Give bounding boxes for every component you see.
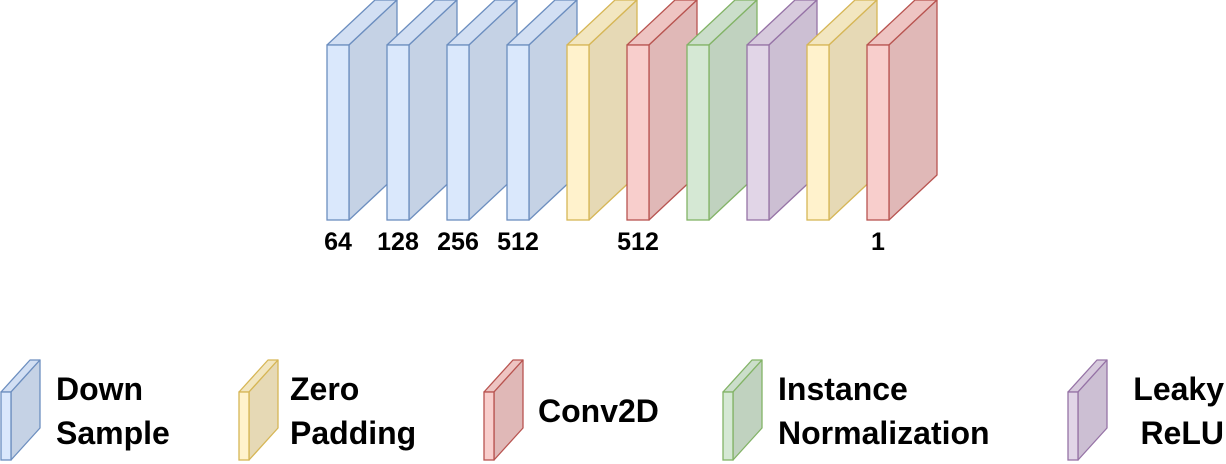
- legend-item-leaky-relu: Leaky ReLU: [1067, 359, 1224, 461]
- legend-label: Sample: [56, 415, 170, 451]
- legend-swatch-conv2d: [483, 359, 524, 461]
- legend-label: Leaky: [1133, 371, 1224, 407]
- slab-front-face: [866, 44, 890, 221]
- slab-front-face: [326, 44, 350, 221]
- legend-label: Padding: [290, 415, 416, 451]
- layer-block-zero-padding: [566, 0, 638, 221]
- legend: Down Sample Zero Padding Conv2D Instance Norma…: [0, 359, 1224, 461]
- legend-swatch-instance-normalization: [722, 359, 763, 461]
- layer-block-zero-padding: [806, 0, 878, 221]
- layer-size-label: 1: [871, 228, 885, 256]
- legend-item-down-sample: Down Sample: [0, 359, 170, 461]
- legend-swatch-leaky-relu: [1067, 359, 1108, 461]
- layer-block-instance-normalization: [686, 0, 758, 221]
- legend-swatch-zero-padding: [238, 359, 279, 461]
- slab-front-face: [806, 44, 830, 221]
- legend-label: Normalization: [778, 415, 990, 451]
- slab-front-face: [0, 391, 12, 461]
- slab-front-face: [626, 44, 650, 221]
- legend-item-conv2d: Conv2D: [483, 359, 659, 461]
- slab-front-face: [386, 44, 410, 221]
- layer-size-label: 512: [617, 228, 659, 256]
- layer-size-label: 256: [437, 228, 479, 256]
- legend-swatch-down-sample: [0, 359, 41, 461]
- layer-size-labels: 64 128 256 512 512 1: [324, 228, 885, 256]
- layer-block-down-sample: [326, 0, 398, 221]
- legend-label: ReLU: [1140, 415, 1224, 451]
- slab-front-face: [686, 44, 710, 221]
- layer-block-conv2d: [866, 0, 938, 221]
- legend-label: Conv2D: [538, 393, 659, 429]
- slab-front-face: [566, 44, 590, 221]
- layer-size-label: 64: [324, 228, 352, 256]
- legend-label: Instance: [778, 371, 908, 407]
- legend-label: Zero: [290, 371, 359, 407]
- legend-item-zero-padding: Zero Padding: [238, 359, 416, 461]
- layer-block-down-sample: [446, 0, 518, 221]
- legend-item-instance-normalization: Instance Normalization: [722, 359, 990, 461]
- slab-front-face: [746, 44, 770, 221]
- layer-block-conv2d: [626, 0, 698, 221]
- slab-front-face: [446, 44, 470, 221]
- legend-label: Down: [56, 371, 143, 407]
- slab-front-face: [1067, 391, 1079, 461]
- layer-block-down-sample: [506, 0, 578, 221]
- slab-front-face: [483, 391, 495, 461]
- slab-front-face: [722, 391, 734, 461]
- slab-front-face: [506, 44, 530, 221]
- layer-size-label: 128: [377, 228, 419, 256]
- layer-stack: [326, 0, 938, 221]
- layer-size-label: 512: [497, 228, 539, 256]
- layer-block-leaky-relu: [746, 0, 818, 221]
- slab-front-face: [238, 391, 250, 461]
